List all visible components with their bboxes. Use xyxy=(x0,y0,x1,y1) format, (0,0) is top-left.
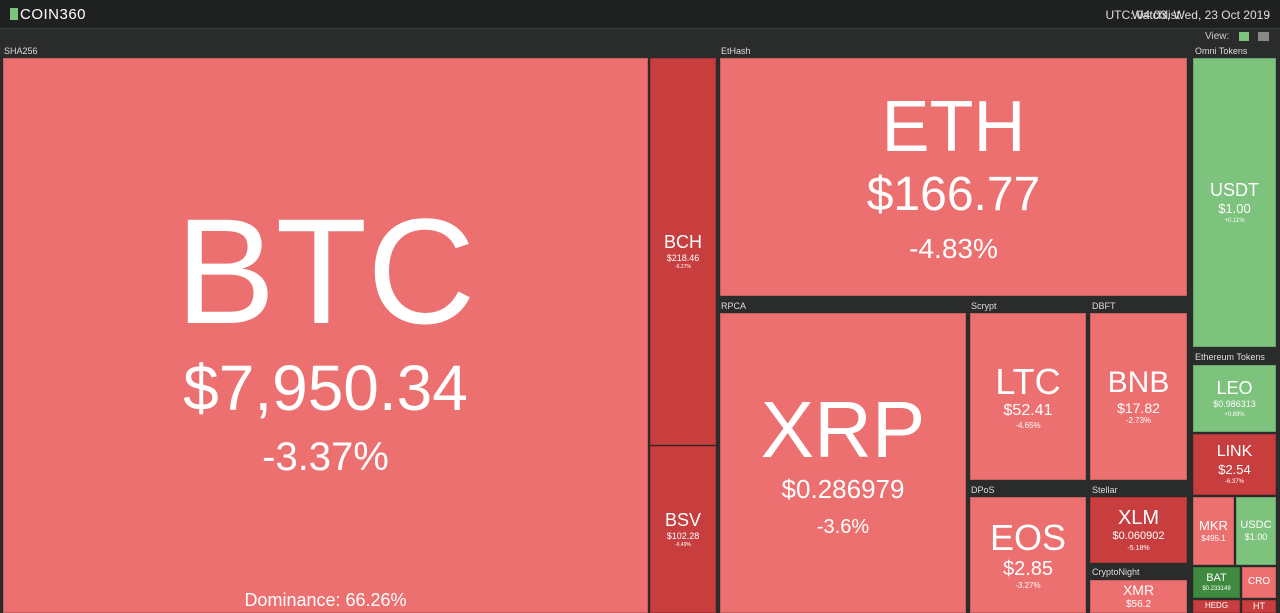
coin-tile[interactable]: EOS $2.85 -3.27% xyxy=(970,497,1086,613)
coin-change: -6.37% xyxy=(1224,478,1244,485)
coin-symbol: BCH xyxy=(663,231,702,252)
dominance: Dominance: 66.26% xyxy=(244,590,407,611)
coin-tile[interactable]: ETH $166.77 -4.83% xyxy=(720,58,1187,296)
coin-price: $2.54 xyxy=(1218,461,1251,477)
coin-symbol: USDT xyxy=(1210,180,1259,201)
coin-price: $0.060902 xyxy=(1112,530,1165,543)
coin-tile[interactable]: XMR $56.2 xyxy=(1090,580,1187,613)
coin-tile[interactable]: CRO xyxy=(1242,567,1276,598)
coin-change: +0.11% xyxy=(1224,217,1245,224)
coin-change: -2.73% xyxy=(1125,416,1152,426)
coin-symbol: XMR xyxy=(1122,581,1155,598)
view-treemap[interactable] xyxy=(1239,32,1249,41)
coin-symbol: LTC xyxy=(995,361,1061,402)
view-list[interactable] xyxy=(1258,32,1269,41)
view-label: View: xyxy=(1205,31,1230,42)
separator: · xyxy=(1266,8,1270,22)
coin-price: $52.41 xyxy=(1003,401,1053,419)
coin-price: $102.28 xyxy=(666,530,700,541)
coin-symbol: XLM xyxy=(1117,507,1160,530)
group-label: Ethereum Tokens xyxy=(1195,352,1265,362)
coin-symbol: BAT xyxy=(1206,571,1227,584)
group-label: SHA256 xyxy=(4,46,38,56)
coin-change: -3.6% xyxy=(816,516,870,539)
time: UTC: 04:03, Wed, 23 Oct 2019 xyxy=(1105,8,1270,22)
coin-symbol: BNB xyxy=(1107,366,1170,400)
coin-tile[interactable]: HT xyxy=(1242,600,1276,613)
coin-price: $1.00 xyxy=(1244,532,1268,543)
coin-symbol: CRO xyxy=(1247,576,1271,588)
coin-tile[interactable]: LTC $52.41 -4.65% xyxy=(970,313,1086,480)
coin-tile[interactable]: BNB $17.82 -2.73% xyxy=(1090,313,1187,480)
group-label: DBFT xyxy=(1092,301,1116,311)
coin-change: -4.83% xyxy=(909,233,998,265)
coin-change: -6.49% xyxy=(675,542,691,549)
group-label: DPoS xyxy=(971,485,995,495)
coin-price: $17.82 xyxy=(1117,399,1160,416)
coin-price: $166.77 xyxy=(866,167,1041,221)
coin-tile[interactable]: BTC $7,950.34 -3.37% Dominance: 66.26% xyxy=(3,58,648,613)
group-label: Scrypt xyxy=(971,301,997,311)
coin-tile[interactable]: BSV $102.28 -6.49% xyxy=(650,446,716,613)
coin-tile[interactable]: XLM $0.060902 -5.18% xyxy=(1090,497,1187,563)
coin-price: $7,950.34 xyxy=(183,351,468,424)
watchlist[interactable]: Watchlist xyxy=(1131,8,1180,22)
coin-change: -5.18% xyxy=(1127,544,1150,552)
group-label: RPCA xyxy=(721,301,747,311)
coin-tile[interactable]: LEO $0.986313 +0.89% xyxy=(1193,365,1276,432)
coin-price: $1.00 xyxy=(1218,200,1251,216)
group-label: EtHash xyxy=(721,46,751,56)
coin-tile[interactable]: BCH $218.46 -6.27% xyxy=(650,58,716,445)
logo-icon xyxy=(10,8,18,20)
group-label: Omni Tokens xyxy=(1195,46,1248,56)
coin-tile[interactable]: HEDG xyxy=(1193,600,1240,613)
coin-symbol: LINK xyxy=(1216,443,1253,461)
logo[interactable]: COIN360 xyxy=(20,6,87,23)
coin-tile[interactable]: USDC $1.00 xyxy=(1236,497,1276,565)
coin-change: -3.27% xyxy=(1015,581,1041,591)
coin-price: $2.85 xyxy=(1002,558,1054,581)
coin-tile[interactable]: BAT $0.233149 xyxy=(1193,567,1240,598)
coin-tile[interactable]: MKR $495.1 xyxy=(1193,497,1234,565)
coin-price: $0.233149 xyxy=(1202,586,1231,593)
coin-price: $218.46 xyxy=(666,252,700,263)
coin-tile[interactable]: XRP $0.286979 -3.6% xyxy=(720,313,966,613)
coin-symbol: BTC xyxy=(175,187,476,356)
coin-change: -4.65% xyxy=(1015,420,1041,430)
coin-symbol: USDC xyxy=(1240,518,1272,531)
coin-price: $56.2 xyxy=(1125,598,1152,610)
coin-tile[interactable]: LINK $2.54 -6.37% xyxy=(1193,434,1276,495)
coin-price: $495.1 xyxy=(1201,533,1226,543)
coin-change: +0.89% xyxy=(1224,411,1245,418)
coin-tile[interactable]: USDT $1.00 +0.11% xyxy=(1193,58,1276,347)
coin-symbol: MKR xyxy=(1199,517,1228,533)
coin-price: $0.286979 xyxy=(781,473,905,504)
coin-symbol: HEDG xyxy=(1204,601,1229,611)
coin-symbol: XRP xyxy=(760,384,926,474)
coin-symbol: HT xyxy=(1253,600,1265,611)
group-label: Stellar xyxy=(1092,485,1118,495)
coin-change: -3.37% xyxy=(262,434,389,479)
coin-symbol: LEO xyxy=(1216,378,1253,399)
coin-symbol: EOS xyxy=(989,517,1067,559)
header: COIN360 Watchlist · UTC: 04:03, Wed, 23 … xyxy=(0,0,1280,29)
coin-symbol: ETH xyxy=(881,87,1026,168)
coin-change: -6.27% xyxy=(675,264,691,271)
coin-price: $0.986313 xyxy=(1213,399,1256,410)
group-label: CryptoNight xyxy=(1092,567,1140,577)
coin-symbol: BSV xyxy=(664,509,702,530)
